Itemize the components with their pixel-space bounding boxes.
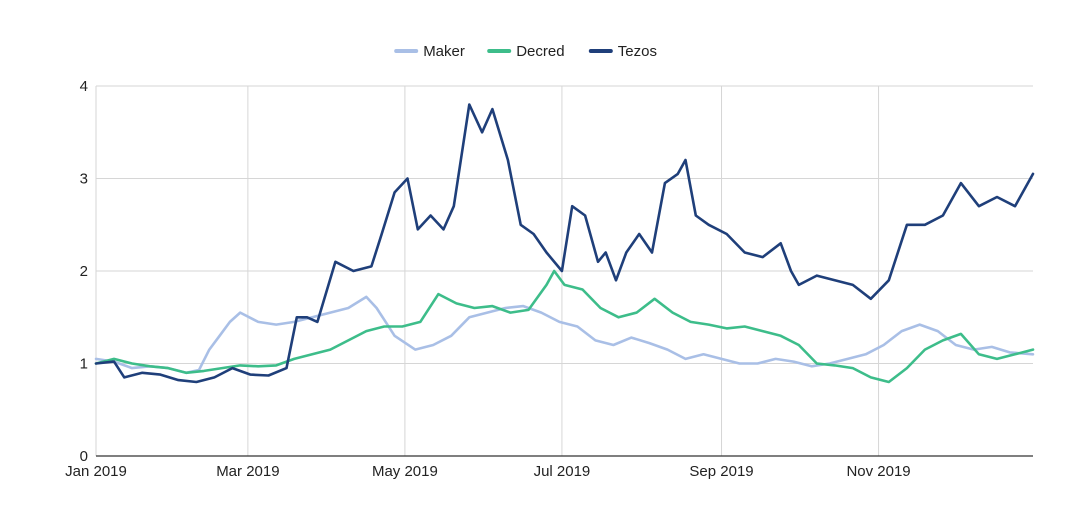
x-tick-label: Jul 2019	[534, 463, 591, 480]
legend-label: Maker	[423, 43, 465, 60]
grid	[95, 85, 1033, 457]
y-tick-label: 3	[80, 171, 88, 188]
series-line-maker	[94, 295, 1035, 375]
legend-label: Decred	[516, 43, 564, 60]
y-tick-label: 4	[80, 78, 88, 95]
x-tick-label: Jan 2019	[65, 463, 127, 480]
x-tick-label: Mar 2019	[216, 463, 279, 480]
y-tick-label: 0	[80, 448, 88, 465]
legend-item-tezos[interactable]: Tezos	[588, 43, 657, 60]
series-line-tezos	[94, 103, 1035, 384]
legend: Maker Decred Tezos	[394, 43, 657, 60]
legend-item-maker[interactable]: Maker	[394, 43, 465, 60]
series-lines	[94, 103, 1035, 384]
legend-item-decred[interactable]: Decred	[487, 43, 565, 60]
x-tick-label: Sep 2019	[689, 463, 753, 480]
legend-label: Tezos	[618, 43, 657, 60]
x-tick-label: Nov 2019	[846, 463, 910, 480]
x-tick-label: May 2019	[372, 463, 438, 480]
series-line-decred	[94, 269, 1035, 384]
axes: 0 1 2 3 4 Jan 2019 Mar 2019 May 2019 Jul 2019 Sep…	[65, 78, 1033, 480]
y-tick-label: 2	[80, 263, 88, 280]
y-tick-label: 1	[80, 356, 88, 373]
